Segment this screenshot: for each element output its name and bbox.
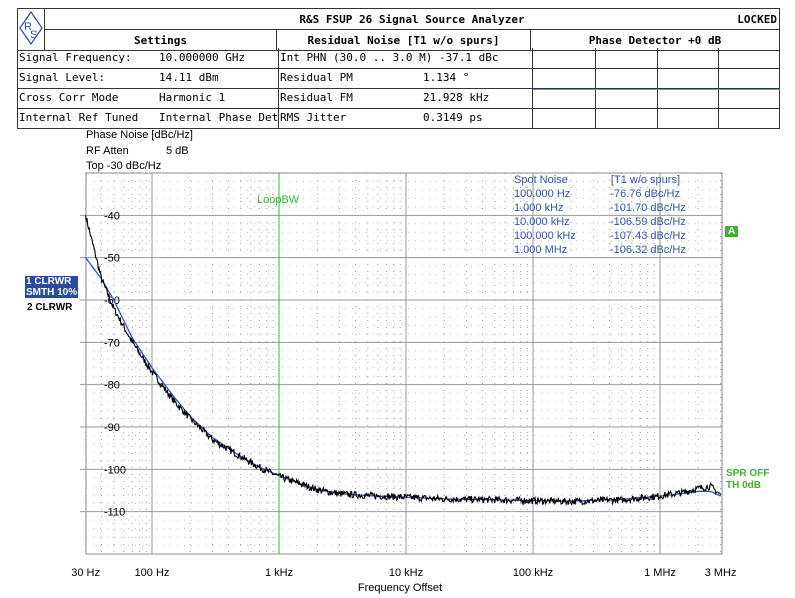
x-tick-label: 100 kHz bbox=[513, 567, 553, 579]
setting-value: Harmonic 1 bbox=[159, 91, 226, 104]
residual-label: Int PHN (30.0 .. 3.0 M) -37.1 dBc bbox=[280, 51, 499, 64]
residual-label: RMS Jitter bbox=[280, 111, 347, 124]
settings-row: Internal Ref Tuned Internal Phase Det RM… bbox=[17, 108, 780, 129]
x-tick-label: 100 Hz bbox=[135, 567, 170, 579]
y-tick-label: -90 bbox=[104, 422, 120, 434]
y-tick-label: -50 bbox=[104, 253, 120, 265]
settings-row: Cross Corr Mode Harmonic 1 Residual FM 2… bbox=[17, 88, 780, 109]
y-tick-label: -80 bbox=[104, 380, 120, 392]
lock-status: LOCKED bbox=[737, 12, 777, 26]
setting-label: Signal Level: bbox=[19, 71, 106, 84]
setting-value: 14.11 dBm bbox=[159, 71, 219, 84]
phase-detector-heading: Phase Detector +0 dB bbox=[530, 29, 780, 51]
setting-label: Cross Corr Mode bbox=[19, 91, 119, 104]
y-tick-label: -70 bbox=[104, 337, 120, 349]
settings-row: Signal Level: 14.11 dBm Residual PM 1.13… bbox=[17, 68, 780, 89]
setting-value: Internal Phase Det bbox=[159, 111, 279, 124]
trace-1-smoothed bbox=[85, 257, 721, 502]
trace2-label[interactable]: 2 CLRWR bbox=[27, 302, 73, 313]
x-tick-label: 1 kHz bbox=[265, 567, 293, 579]
trace-2-raw bbox=[85, 215, 722, 506]
spot-row: 1.000 kHz -101.70 dBc/Hz bbox=[514, 202, 686, 214]
unit-label: Phase Noise [dBc/Hz] bbox=[86, 129, 193, 141]
x-tick-label: 30 Hz bbox=[71, 567, 100, 579]
residual-label: Residual PM bbox=[280, 71, 353, 84]
setting-label: Signal Frequency: bbox=[19, 51, 132, 64]
y-tick-label: -110 bbox=[104, 507, 125, 519]
x-tick-label: 1 MHz bbox=[644, 567, 676, 579]
svg-text:R: R bbox=[24, 21, 32, 33]
y-tick-label: -40 bbox=[104, 210, 120, 222]
spot-noise-table: Spot Noise [T1 w/o spurs] 100.000 Hz -76.7… bbox=[514, 174, 686, 256]
x-axis-label: Frequency Offset bbox=[358, 582, 442, 594]
window-a-badge: A bbox=[725, 226, 739, 237]
title-text: R&S FSUP 26 Signal Source Analyzer bbox=[299, 12, 525, 26]
setting-value: 10.000000 GHz bbox=[159, 51, 246, 64]
y-tick-label: -100 bbox=[104, 464, 126, 476]
spur-status: SPR OFF TH 0dB bbox=[726, 468, 770, 491]
x-tick-label: 10 kHz bbox=[389, 567, 423, 579]
setting-label: Internal Ref Tuned bbox=[19, 111, 139, 124]
loopbw-label: LoopBW bbox=[257, 194, 300, 206]
svg-text:S: S bbox=[30, 29, 37, 41]
residual-label: Residual FM bbox=[280, 91, 353, 104]
spot-row: 10.000 kHz -106.59 dBc/Hz bbox=[514, 216, 686, 228]
plot-frame bbox=[85, 172, 723, 555]
settings-heading: Settings bbox=[44, 29, 277, 51]
settings-row: Signal Frequency: 10.000000 GHz Int PHN … bbox=[17, 48, 780, 69]
residual-value: 1.134 ° bbox=[423, 71, 470, 84]
residual-value: 21.928 kHz bbox=[423, 91, 490, 104]
rf-atten-value: 5 dB bbox=[166, 145, 189, 157]
spot-row: 1.000 MHz -106.32 dBc/Hz bbox=[514, 244, 686, 256]
x-tick-label: 3 MHz bbox=[705, 567, 737, 579]
residual-value: 0.3149 ps bbox=[423, 111, 483, 124]
spot-row: 100.000 kHz -107.43 dBc/Hz bbox=[514, 230, 686, 242]
ref-level: Top -30 dBc/Hz bbox=[86, 160, 162, 172]
app-title: R&S FSUP 26 Signal Source Analyzer LOCKED bbox=[44, 8, 780, 30]
trace1-label[interactable]: 1 CLRWR SMTH 10% bbox=[25, 276, 79, 298]
spot-row: 100.000 Hz -76.76 dBc/Hz bbox=[514, 188, 680, 200]
rf-atten-label: RF Atten bbox=[86, 145, 129, 157]
